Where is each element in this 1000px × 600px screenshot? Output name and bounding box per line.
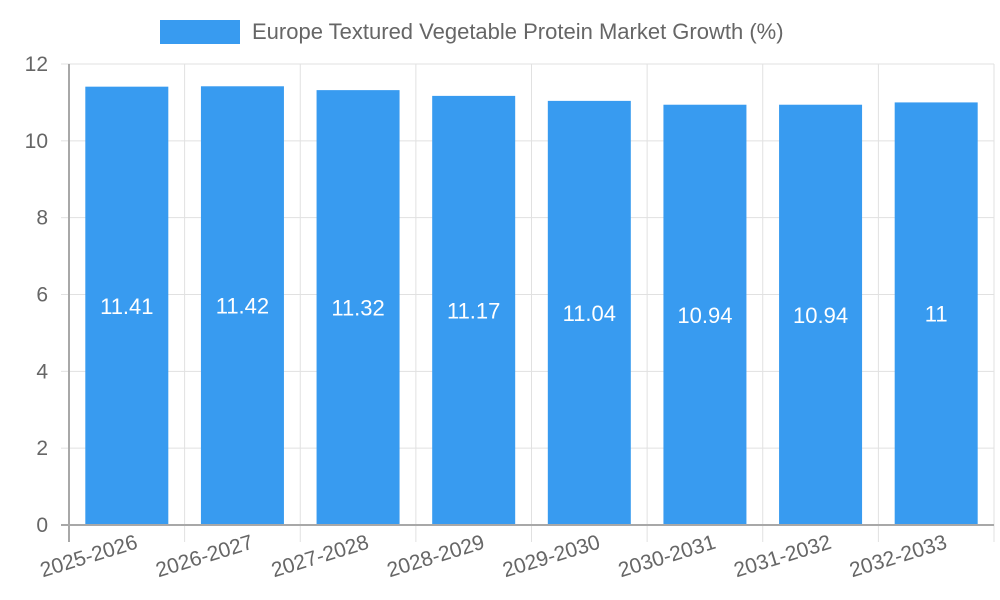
bars: 11.41 11.42 11.32 11.17 11.04 10.94 10.94 11	[85, 86, 978, 526]
y-tick-label: 2	[36, 437, 48, 460]
bar-data-label: 10.94	[793, 303, 848, 328]
legend-swatch[interactable]	[160, 20, 240, 44]
y-tick-label: 10	[25, 130, 48, 153]
x-tick-label: 2029-2030	[500, 531, 603, 582]
chart-legend: Europe Textured Vegetable Protein Market…	[160, 19, 784, 45]
x-tick-label: 2027-2028	[269, 531, 372, 582]
y-tick-label: 8	[36, 207, 48, 230]
bar[interactable]	[85, 86, 169, 525]
y-tick-label: 4	[36, 360, 48, 383]
y-axis-ticks: 0 2 4 6 8 10 12	[25, 53, 49, 537]
bar[interactable]	[663, 104, 747, 525]
x-tick-label: 2032-2033	[847, 531, 950, 582]
bar[interactable]	[316, 90, 400, 525]
x-tick-label: 2026-2027	[153, 531, 256, 582]
bar-data-label: 11.42	[216, 294, 269, 319]
bar[interactable]	[894, 102, 978, 526]
x-tick-label: 2030-2031	[616, 531, 719, 582]
bar-data-label: 11	[925, 302, 948, 327]
x-tick-label: 2031-2032	[731, 531, 834, 582]
legend-label: Europe Textured Vegetable Protein Market…	[252, 19, 784, 44]
bar[interactable]	[547, 100, 631, 525]
x-axis-ticks: 2025-2026 2026-2027 2027-2028 2028-2029 2029…	[38, 531, 950, 582]
bar-data-label: 11.04	[563, 301, 616, 326]
x-tick-label: 2025-2026	[38, 531, 141, 582]
bar[interactable]	[779, 104, 863, 525]
bar[interactable]	[200, 86, 284, 525]
bar-data-label: 10.94	[677, 303, 732, 328]
bar[interactable]	[432, 95, 516, 525]
bar-data-label: 11.32	[331, 296, 384, 321]
axes	[61, 64, 994, 542]
bar-data-label: 11.41	[100, 294, 153, 319]
bar-data-label: 11.17	[447, 298, 500, 323]
y-tick-label: 6	[36, 284, 48, 307]
y-tick-label: 12	[25, 53, 48, 76]
x-tick-label: 2028-2029	[384, 531, 487, 582]
y-tick-label: 0	[36, 514, 48, 537]
